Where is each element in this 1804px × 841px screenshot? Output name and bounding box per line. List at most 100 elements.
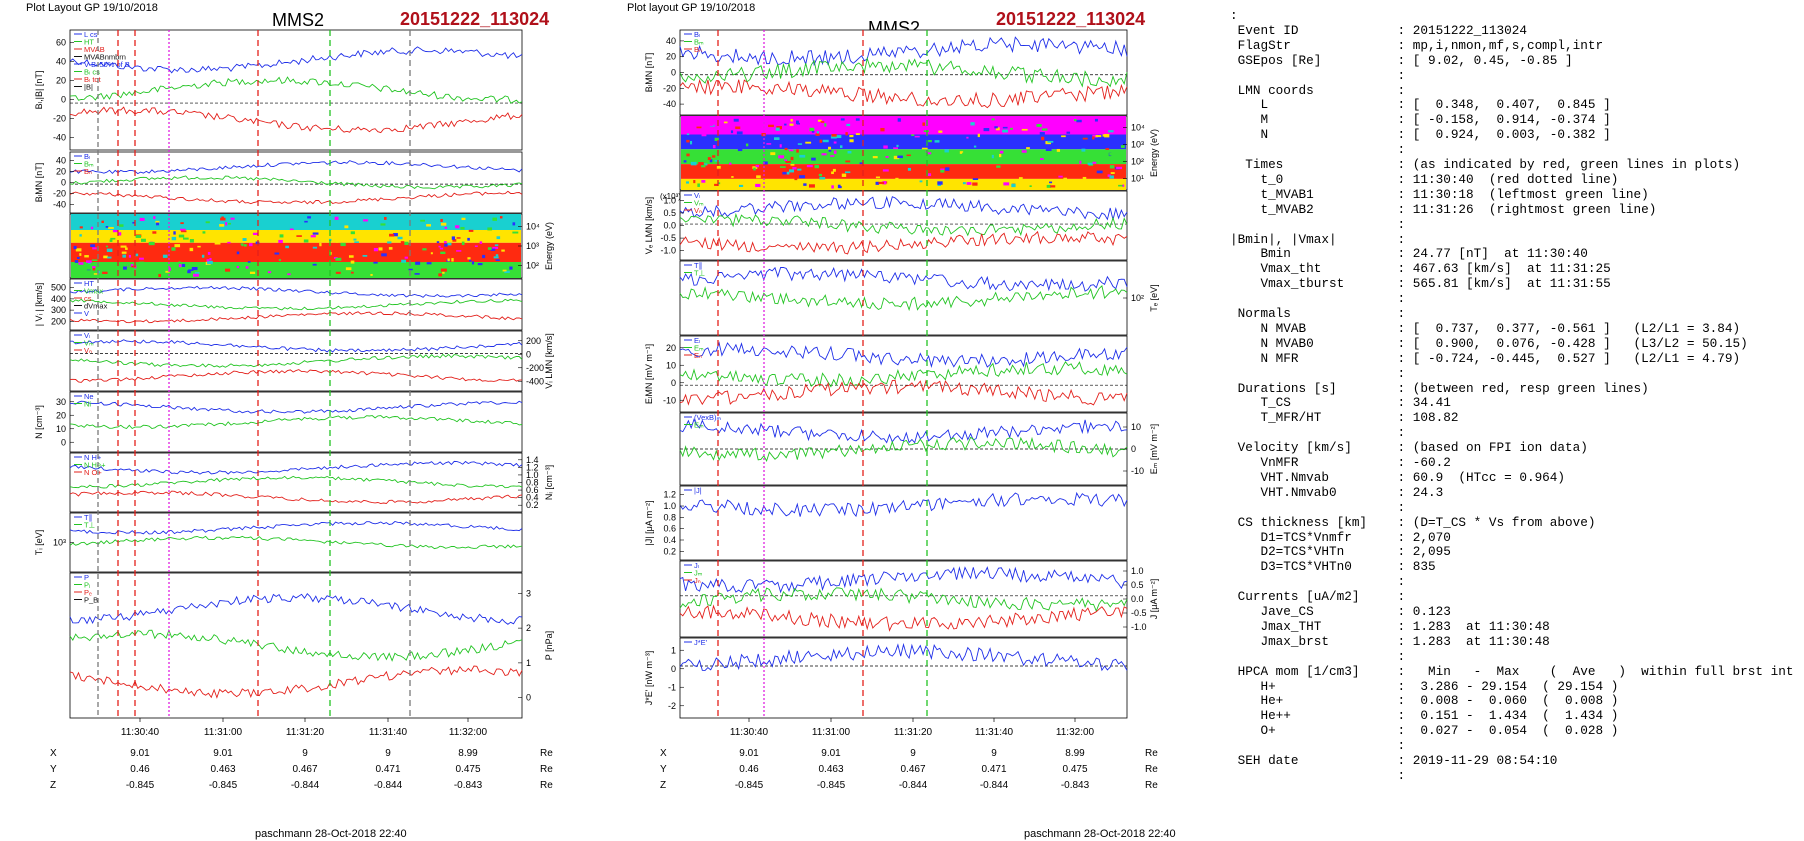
spectrogram-pixel bbox=[280, 246, 286, 250]
spectrogram-pixel bbox=[380, 223, 386, 226]
spectrogram-pixel bbox=[474, 245, 478, 247]
spectrogram-pixel bbox=[97, 270, 100, 274]
y-axis-label: N [cm⁻³] bbox=[34, 405, 44, 439]
trace-series bbox=[679, 266, 1128, 292]
y-tick-label: -20 bbox=[53, 114, 66, 124]
spectrogram-pixel bbox=[77, 257, 80, 260]
spectrogram-pixel bbox=[285, 245, 289, 249]
summary-line: Currents [uA/m2] : bbox=[1230, 589, 1413, 604]
spectrogram-pixel bbox=[178, 261, 181, 265]
spectrogram-pixel bbox=[1087, 162, 1093, 165]
spectrogram-pixel bbox=[962, 182, 966, 185]
spectrogram-pixel bbox=[319, 242, 322, 247]
spectrogram-pixel bbox=[774, 137, 780, 140]
spectrogram-pixel bbox=[206, 243, 211, 246]
spectrogram-pixel bbox=[897, 155, 903, 159]
summary-key: t_MVAB1 bbox=[1230, 186, 1398, 202]
spectrogram-pixel bbox=[922, 122, 926, 126]
summary-value: 108.82 bbox=[1412, 410, 1459, 426]
spectrogram-pixel bbox=[1093, 175, 1097, 178]
spectrogram-pixel bbox=[451, 258, 454, 262]
summary-line: Jmax_brst : 1.283 at 11:30:48 bbox=[1230, 634, 1549, 649]
spectrogram-pixel bbox=[381, 253, 387, 257]
spectrogram-pixel bbox=[895, 177, 899, 182]
summary-key: Event ID bbox=[1230, 22, 1398, 38]
spectrogram-pixel bbox=[766, 169, 771, 172]
spectrogram-pixel bbox=[779, 144, 782, 148]
spectrogram-pixel bbox=[105, 243, 111, 246]
trace-series bbox=[69, 353, 523, 368]
spectrogram-pixel bbox=[923, 166, 927, 169]
spectrogram-pixel bbox=[132, 221, 136, 224]
coord-unit: Re bbox=[1145, 764, 1158, 775]
spectrogram-pixel bbox=[1021, 128, 1028, 131]
spectrogram-pixel bbox=[840, 118, 845, 121]
spectrogram-pixel bbox=[119, 224, 124, 227]
spectrogram-pixel bbox=[440, 268, 447, 272]
spectrogram-pixel bbox=[220, 245, 227, 249]
spectrogram-band bbox=[681, 149, 1126, 165]
y-tick-label: 1.0 bbox=[1131, 566, 1144, 576]
spectrogram-pixel bbox=[784, 159, 787, 162]
y-tick-label: 10² bbox=[1131, 157, 1144, 167]
summary-key: H+ bbox=[1230, 678, 1398, 694]
x-tick-label: 11:31:00 bbox=[204, 727, 243, 738]
legend-label: Ne bbox=[84, 392, 94, 401]
legend-label: Jₘ bbox=[694, 569, 703, 578]
summary-value: 0.008 - 0.060 ( 0.008 ) bbox=[1412, 693, 1619, 709]
coord-value: 0.467 bbox=[900, 764, 925, 775]
spectrogram-pixel bbox=[207, 260, 213, 265]
summary-separator: : bbox=[1397, 723, 1413, 739]
summary-separator: : bbox=[1397, 365, 1413, 381]
spectrogram-pixel bbox=[389, 233, 395, 237]
spectrogram-pixel bbox=[426, 262, 432, 265]
y-axis-label: J [μA m⁻²] bbox=[1149, 579, 1159, 619]
summary-line: : bbox=[1230, 68, 1413, 83]
spectrogram-pixel bbox=[92, 268, 96, 271]
summary-key: He+ bbox=[1230, 693, 1398, 709]
summary-key: Durations [s] bbox=[1230, 380, 1398, 396]
spectrogram-pixel bbox=[814, 165, 820, 169]
y-tick-label: 0.0 bbox=[663, 221, 676, 231]
spectrogram-pixel bbox=[883, 145, 888, 149]
summary-separator: : bbox=[1397, 395, 1413, 411]
summary-line: L : [ 0.348, 0.407, 0.845 ] bbox=[1230, 97, 1610, 112]
legend-label: V Bₗ 50% of B bbox=[84, 60, 130, 69]
summary-key: He++ bbox=[1230, 708, 1398, 724]
trace-series bbox=[679, 642, 1128, 672]
spectrogram-pixel bbox=[714, 183, 719, 186]
spectrogram-band bbox=[71, 214, 521, 230]
spectrogram-pixel bbox=[844, 171, 851, 174]
y-tick-label: 10³ bbox=[1131, 140, 1144, 150]
summary-key: Jmax_THT bbox=[1230, 618, 1398, 634]
legend-label: Vₙ bbox=[694, 206, 702, 215]
y-tick-label: 0 bbox=[61, 178, 66, 188]
y-tick-label: -40 bbox=[663, 99, 676, 109]
spectrogram-pixel bbox=[945, 167, 950, 171]
spectrogram-pixel bbox=[1002, 129, 1009, 133]
coord-row-label: Y bbox=[660, 764, 667, 775]
summary-separator: : bbox=[1397, 499, 1413, 515]
summary-key: O+ bbox=[1230, 723, 1398, 739]
spectrogram-pixel bbox=[105, 244, 108, 248]
spectrogram-pixel bbox=[109, 239, 113, 242]
spectrogram-pixel bbox=[1049, 181, 1053, 184]
spectrogram-band bbox=[681, 134, 1126, 150]
y-axis-label: Vᵢ LMN [km/s] bbox=[544, 333, 554, 388]
summary-separator: : bbox=[1397, 410, 1413, 426]
summary-separator: : bbox=[1397, 335, 1413, 351]
summary-value: [ -0.724, -0.445, 0.527 ] (L2/L1 = 4.79) bbox=[1412, 350, 1741, 366]
legend-label: dVmax bbox=[84, 302, 108, 311]
spectrogram-pixel bbox=[442, 271, 445, 274]
spectrogram-pixel bbox=[487, 247, 492, 250]
spectrogram-pixel bbox=[123, 266, 127, 270]
spectrogram-pixel bbox=[1046, 184, 1052, 188]
coord-value: 8.99 bbox=[1065, 748, 1085, 759]
coord-value: 0.471 bbox=[981, 764, 1006, 775]
spectrogram-pixel bbox=[86, 270, 92, 274]
spectrogram-pixel bbox=[107, 256, 112, 259]
spectrogram-pixel bbox=[714, 137, 719, 142]
